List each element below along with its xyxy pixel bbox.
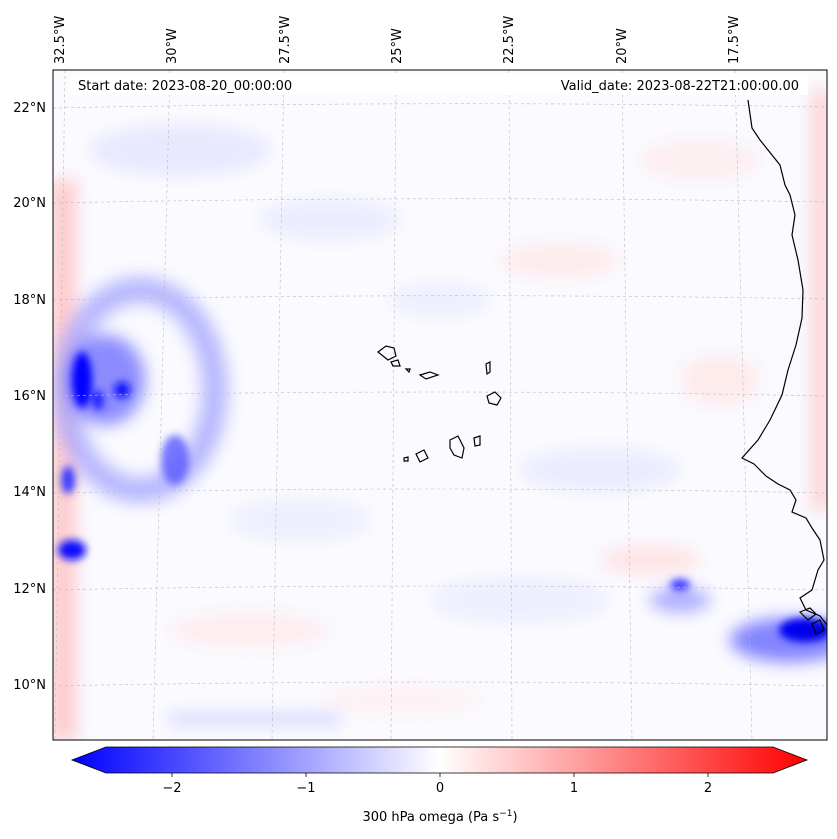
date-banner [71,73,808,95]
cape-verde-sao-nicolau [418,371,440,380]
lon-label-20w: 20°W [615,28,630,64]
lat-label-10n: 10°N [13,678,46,693]
colorbar-tick-label: 2 [704,781,712,796]
lon-label-25w: 25°W [390,28,405,64]
latitude-labels: 22°N 20°N 18°N 16°N 14°N 12°N 10°N [13,101,46,693]
lat-label-22n: 22°N [13,101,46,116]
map-panel: Start date: 2023-08-20_00:00:00 Valid_da… [52,69,828,741]
colorbar-tick-label: 0 [436,781,444,796]
lon-label-32-5w: 32.5°W [53,16,68,64]
colorbar-label-text: 300 hPa omega (Pa s [362,810,499,825]
colorbar-tick-label: 1 [570,781,578,796]
lat-label-16n: 16°N [13,389,46,404]
map-frame [52,69,828,741]
cape-verde-santo-antao [377,345,397,361]
cape-verde-boa-vista [486,391,502,406]
cape-verde-fogo [415,449,429,463]
colorbar: −2 −1 0 1 2 300 hPa omega (Pa s−1) [70,746,809,825]
coastline [377,99,827,635]
lat-label-20n: 20°N [13,196,46,211]
longitude-labels: 32.5°W 30°W 27.5°W 25°W 22.5°W 20°W 17.5… [53,16,742,64]
lon-label-30w: 30°W [165,28,180,64]
colorbar-gradient [70,746,809,774]
africa-coastline [741,99,827,626]
valid-date-label: Valid_date: 2023-08-22T21:00:00.00 [561,79,799,94]
colorbar-label-close: ) [512,810,517,825]
colorbar-label: 300 hPa omega (Pa s−1) [362,809,517,825]
lat-label-14n: 14°N [13,485,46,500]
cape-verde-santa-luzia [404,368,411,374]
colorbar-label-exponent: −1 [499,809,512,819]
lat-label-18n: 18°N [13,293,46,308]
bijagos-islands [798,607,825,635]
cape-verde-brava [403,456,409,462]
graticule [53,70,827,740]
lon-label-22-5w: 22.5°W [502,16,517,64]
start-date-label: Start date: 2023-08-20_00:00:00 [78,79,292,94]
cape-verde-sao-vicente [390,359,401,367]
omega-field-strong [58,352,827,642]
colorbar-tick-label: −2 [162,781,181,796]
lat-label-12n: 12°N [13,582,46,597]
colorbar-tick-labels: −2 −1 0 1 2 [162,781,712,796]
cape-verde-santiago [449,435,465,459]
omega-field [53,90,827,740]
colorbar-tick-label: −1 [296,781,315,796]
lon-label-17-5w: 17.5°W [727,16,742,64]
colorbar-ticks [171,773,709,777]
lon-label-27-5w: 27.5°W [278,16,293,64]
cape-verde-maio [473,435,481,447]
cape-verde-sal [485,361,491,376]
